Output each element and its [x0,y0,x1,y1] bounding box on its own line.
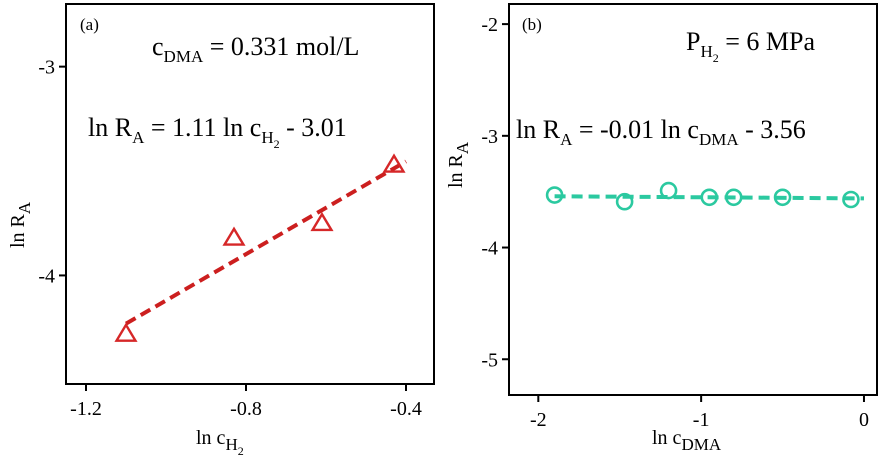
ylabel-base: ln R [445,153,467,188]
y-tick-label: -4 [38,265,55,287]
panel-a-x-axis-label: ln cH2 [196,427,244,458]
y-tick-label: -2 [481,14,498,36]
equation-pre: ln R [516,115,561,144]
equation-sub1: A [132,128,145,147]
data-point-triangle [222,226,246,246]
panel-b-ticks: -2 -1 0 -5 -4 -3 -2 [481,14,869,431]
equation-post: - 3.01 [280,113,347,142]
annotation-rest: = 0.331 mol/L [203,32,359,61]
x-tick-label: -1 [693,409,710,431]
panel-a-frame [65,3,435,385]
data-point-circle [700,188,719,207]
data-point-triangle [310,211,334,232]
xlabel-base: ln c [196,427,226,449]
data-point-triangle [382,153,406,173]
panel-b-equation: ln RA = -0.01 ln cDMA - 3.56 [516,115,806,149]
data-point-circle [545,186,564,204]
xlabel-subsub: 2 [238,444,244,458]
x-tick-label: -0.8 [230,398,262,420]
x-tick-label: -1.2 [70,398,102,420]
data-point-circle [773,188,792,207]
panel-b-points [545,181,860,211]
panel-b-y-axis-label: ln RA [445,141,472,188]
panel-a-points [114,153,406,342]
panel-b-frame [508,3,878,396]
ylabel-sub: A [453,141,472,154]
fit-line [554,194,864,201]
y-tick-label: -3 [38,57,55,79]
data-point-circle [724,188,743,207]
panel-b: -2 -1 0-5-4-3-2 (b) PH2 = 6 MPa ln RA = -0… [445,3,878,454]
annotation-base: c [152,32,164,61]
equation-post: - 3.56 [739,115,806,144]
panel-a-ticks: -1.2 -0.8 -0.4 -4 -3 [38,57,422,420]
fit-line [124,159,408,326]
data-point-circle [615,192,634,211]
annotation-rest: = 6 MPa [719,27,816,56]
data-point-circle [659,181,678,200]
annotation-sub: H [700,42,712,61]
ylabel-base: ln R [7,213,29,248]
annotation-subsub: 2 [713,51,719,65]
equation-mid: = 1.11 ln c [144,113,261,142]
y-tick-label: -5 [481,349,498,371]
panel-b-x-axis-label: ln cDMA [652,427,722,454]
xlabel-sub: H [225,435,237,454]
xlabel-base: ln c [652,427,682,449]
ylabel-sub: A [15,201,34,214]
panel-a-y-axis-label: ln RA [7,201,34,248]
panel-a-annotation-cdma: cDMA = 0.331 mol/L [152,32,359,66]
equation-sub3: 2 [274,137,280,151]
x-tick-label: -2 [530,409,547,431]
y-tick-label: -3 [481,126,498,148]
equation-sub2: H [261,128,273,147]
xlabel-sub: DMA [681,435,721,454]
annotation-base: P [686,27,700,56]
data-point-triangle [114,322,138,342]
equation-sub1: A [560,130,573,149]
x-tick-label: 0 [859,409,869,431]
panel-b-label: (b) [522,15,542,34]
panel-a: -1.2 -0.8 -0.4-4-3 (a) cDMA = 0.331 mol/L … [7,3,435,458]
y-tick-label: -4 [481,238,498,260]
equation-sub2: DMA [699,130,739,149]
annotation-sub: DMA [164,47,204,66]
data-point-circle [842,190,860,209]
equation-pre: ln R [88,113,133,142]
panel-a-equation: ln RA = 1.11 ln cH2 - 3.01 [88,113,347,151]
panel-b-annotation-ph2: PH2 = 6 MPa [686,27,815,65]
equation-mid: = -0.01 ln c [572,115,699,144]
panel-a-fit-line [124,159,408,326]
panel-a-label: (a) [80,15,99,34]
panel-b-fit-line [554,194,864,201]
x-tick-label: -0.4 [390,398,422,420]
